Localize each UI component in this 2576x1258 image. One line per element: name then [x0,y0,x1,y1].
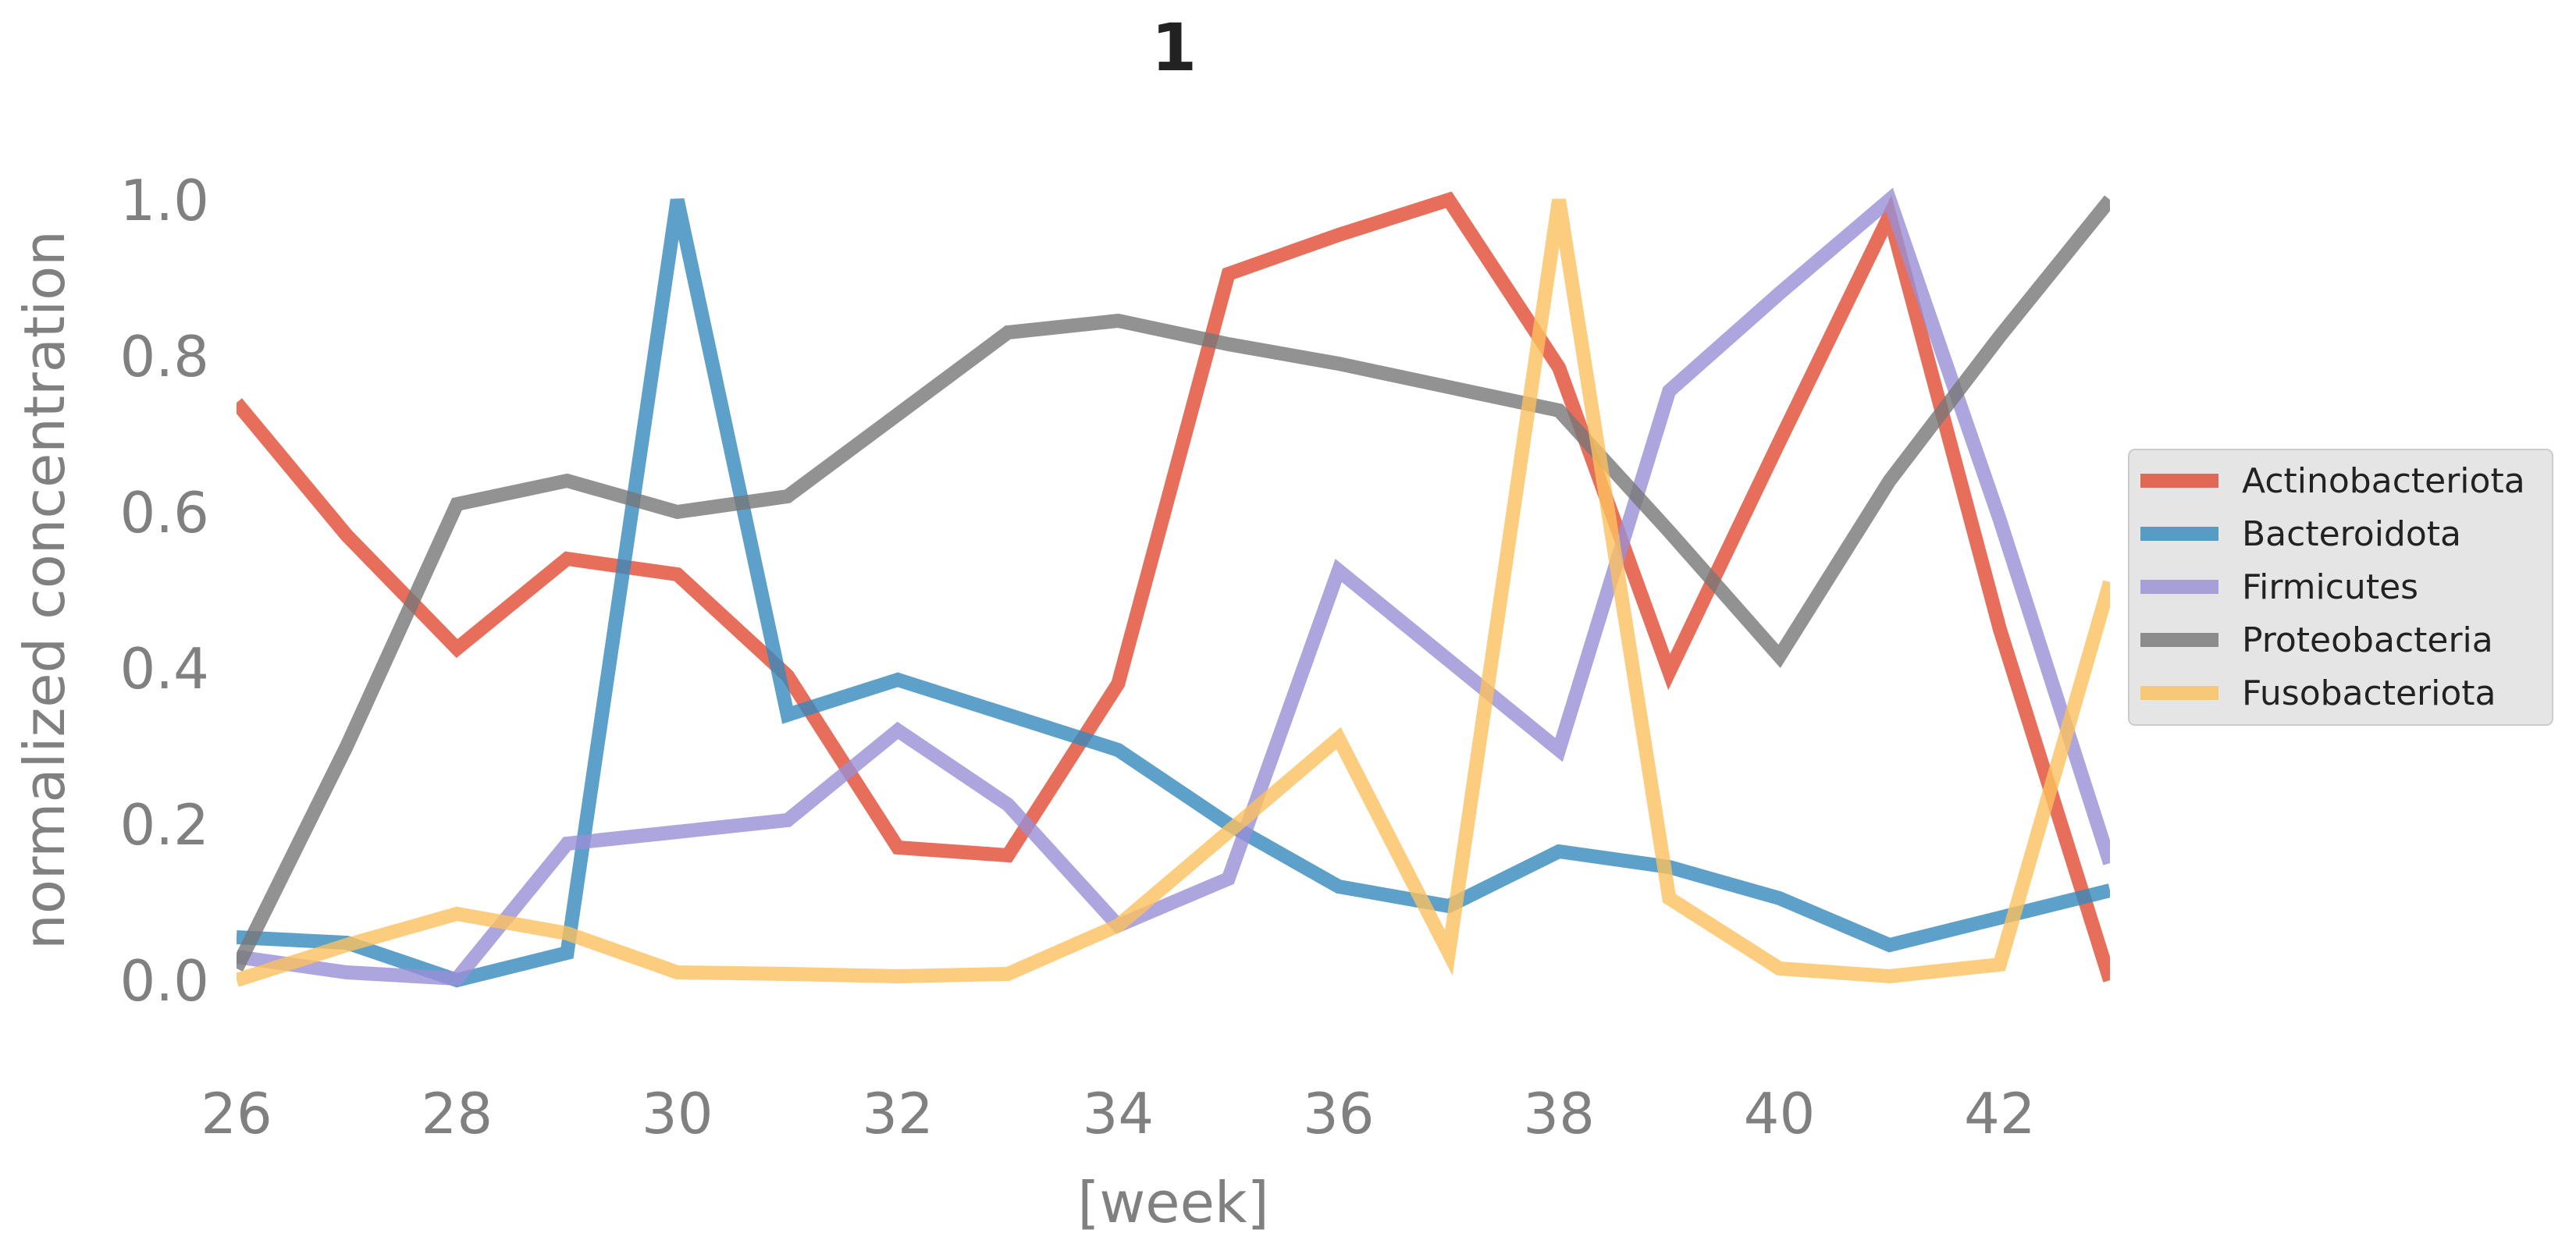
series-line-firmicutes [237,187,2110,986]
legend-label-fusobacteriota: Fusobacteriota [2242,673,2496,713]
y-tick-label: 0.4 [119,636,209,702]
y-tick-label: 1.0 [119,168,209,233]
x-tick-label: 40 [1744,1081,1816,1146]
y-tick-label: 0.6 [119,480,209,545]
y-tick-label: 0.8 [119,324,209,389]
legend-label-proteobacteria: Proteobacteria [2242,620,2493,660]
x-tick-label: 36 [1303,1081,1375,1146]
y-axis-ticks: 0.0 0.2 0.4 0.6 0.8 1.0 [119,168,209,1014]
series-line-fusobacteriota [237,198,2110,987]
x-tick-label: 30 [642,1081,713,1146]
x-tick-label: 32 [862,1081,934,1146]
series-line-actinobacteriota [237,191,2110,983]
x-tick-label: 34 [1083,1081,1155,1146]
series-lines [237,187,2110,988]
legend-label-firmicutes: Firmicutes [2242,567,2418,607]
x-tick-label: 42 [1964,1081,2036,1146]
y-tick-label: 0.0 [119,948,209,1014]
y-tick-label: 0.2 [119,792,209,858]
series-line-proteobacteria [237,195,2110,972]
legend-label-bacteroidota: Bacteroidota [2242,514,2461,554]
x-tick-label: 26 [201,1081,272,1146]
x-axis-ticks: 26 28 30 32 34 36 38 40 42 [201,1081,2035,1146]
series-line-bacteroidota [237,198,2110,988]
legend: Actinobacteriota Bacteroidota Firmicutes Pr… [2128,449,2553,726]
legend-label-actinobacteriota: Actinobacteriota [2242,461,2525,501]
x-tick-label: 38 [1523,1081,1595,1146]
x-axis-label: [week] [1077,1170,1268,1235]
x-tick-label: 28 [422,1081,493,1146]
chart-title: 1 [1151,9,1197,86]
legend-box [2128,449,2553,726]
y-axis-label: normalized concentration [12,230,77,950]
